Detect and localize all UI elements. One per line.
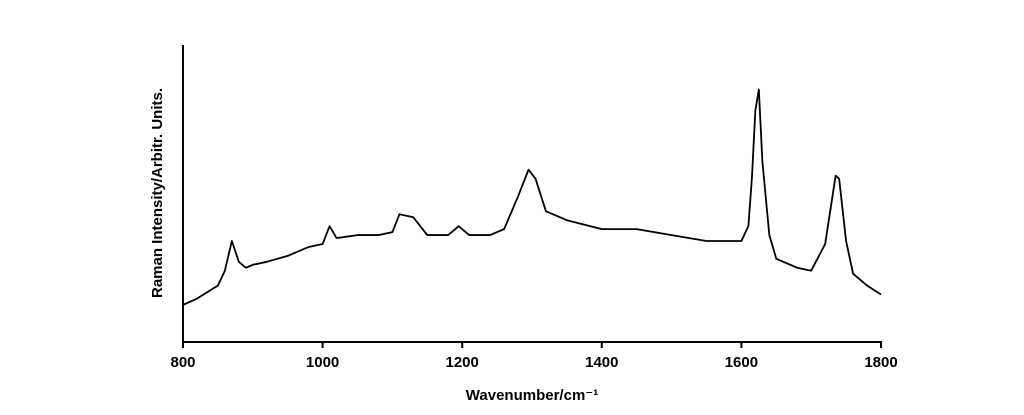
x-tick-label: 800 <box>170 354 195 371</box>
x-tick-label: 1400 <box>585 354 618 371</box>
x-tick-label: 1800 <box>864 354 897 371</box>
x-tick-label: 1600 <box>725 354 758 371</box>
x-tick-label: 1200 <box>446 354 479 371</box>
spectrum-line <box>182 88 882 306</box>
x-axis-label: Wavenumber/cm⁻¹ <box>466 387 598 404</box>
x-tick-label: 1000 <box>306 354 339 371</box>
y-axis-label: Raman Intensity/Arbitr. Units. <box>149 88 166 298</box>
